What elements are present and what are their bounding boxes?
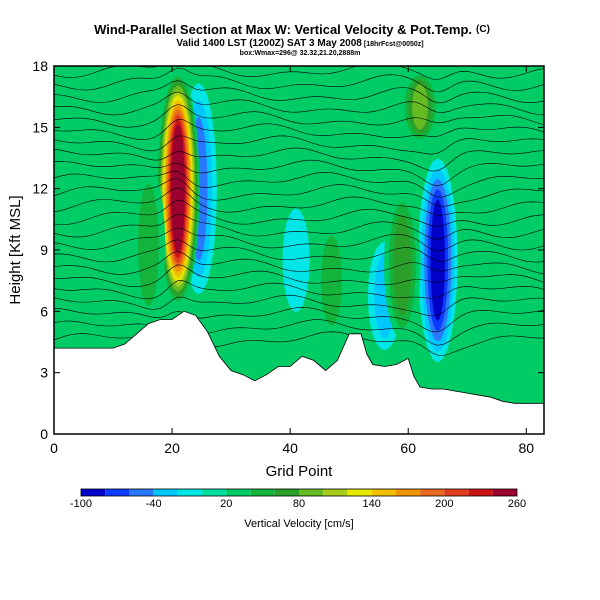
- y-tick-label: 6: [40, 303, 48, 319]
- theta-contour-line: [54, 91, 544, 116]
- title-block: Wind-Parallel Section at Max W: Vertical…: [94, 22, 490, 57]
- colorbar-swatch: [226, 489, 251, 496]
- theta-contour-line: [54, 104, 544, 128]
- theta-contour-line: [54, 306, 544, 333]
- y-tick-label: 12: [32, 181, 48, 197]
- colorbar-label: Vertical Velocity [cm/s]: [244, 518, 353, 530]
- theta-contour-line: [54, 227, 544, 252]
- x-axis-label: Grid Point: [266, 463, 334, 480]
- colorbar-swatch: [202, 489, 227, 496]
- theta-contour-line: [54, 80, 544, 104]
- x-tick-label: 20: [164, 440, 180, 456]
- colorbar-swatch: [177, 489, 203, 496]
- theta-contour-line: [54, 147, 544, 172]
- colorbar-swatch: [347, 489, 372, 496]
- y-tick-label: 18: [32, 58, 48, 74]
- downdraft-cell: [430, 199, 445, 322]
- colorbar-swatch: [468, 489, 493, 496]
- theta-contour-line: [54, 170, 544, 198]
- theta-contour-line: [54, 319, 544, 346]
- theta-contour-line: [54, 118, 544, 140]
- x-axis-ticks: 0 20 40 60 80: [50, 66, 534, 456]
- theta-contours: [54, 66, 544, 356]
- colorbar-swatch: [129, 489, 154, 496]
- colorbar-swatch: [274, 489, 299, 496]
- colorbar-tick-label: 140: [363, 498, 381, 510]
- y-tick-label: 3: [40, 365, 48, 381]
- updraft-cell: [138, 183, 159, 307]
- terrain-mask: [54, 310, 544, 434]
- updraft-cell: [93, 122, 121, 313]
- theta-contour-line: [54, 187, 544, 216]
- updraft-cell: [393, 214, 412, 317]
- updraft-cell: [172, 128, 184, 249]
- y-tick-label: 15: [32, 119, 48, 135]
- x-tick-label: 40: [282, 440, 298, 456]
- theta-contour-line: [54, 135, 544, 155]
- colorbar-swatch: [420, 489, 445, 496]
- theta-contour-line: [54, 239, 544, 263]
- x-tick-label: 60: [400, 440, 416, 456]
- copyright-mark: (C): [476, 24, 490, 35]
- colorbar-swatch: [492, 489, 517, 496]
- colorbar-tick-label: 80: [293, 498, 305, 510]
- plot-area: [54, 66, 544, 434]
- theta-contour-line: [54, 199, 544, 227]
- y-tick-label: 9: [40, 242, 48, 258]
- downdraft-cell: [282, 208, 310, 313]
- colorbar-swatch: [81, 489, 106, 496]
- valid-time: Valid 1400 LST (1200Z) SAT 3 May 2008 [18…: [176, 38, 423, 49]
- colorbar-tick-label: 200: [435, 498, 453, 510]
- theta-contour-line: [54, 250, 544, 275]
- theta-contour-line: [54, 213, 544, 240]
- y-axis-ticks: 0 3 6 9 12 15 18: [32, 58, 544, 442]
- colorbar-tick-label: 260: [508, 498, 526, 510]
- forecast-tag: [18hrFcst@0050z]: [364, 41, 424, 48]
- x-tick-label: 0: [50, 440, 58, 456]
- location-info: box:Wmax=296@ 32.32,21.20,2888m: [240, 50, 361, 57]
- y-tick-label: 0: [40, 426, 48, 442]
- theta-contour-line: [54, 264, 544, 288]
- y-axis-label: Height [Kft MSL]: [7, 195, 24, 304]
- updraft-cell: [412, 84, 428, 130]
- colorbar-swatch: [323, 489, 348, 496]
- colorbar-swatch: [299, 489, 324, 496]
- colorbar-tick-label: 20: [220, 498, 232, 510]
- colorbar-swatch: [105, 489, 130, 496]
- colorbar-swatch: [395, 489, 421, 496]
- colorbar-swatch: [250, 489, 275, 496]
- colorbar-tick-label: -40: [146, 498, 162, 510]
- theta-contour-line: [54, 67, 544, 93]
- colorbar-swatch: [153, 489, 178, 496]
- colorbar-swatch: [444, 489, 469, 496]
- theta-contour-line: [54, 178, 544, 207]
- colorbar-frame: [80, 488, 518, 497]
- x-tick-label: 80: [519, 440, 535, 456]
- theta-contour-line: [54, 159, 544, 187]
- theta-contour-line: [54, 66, 544, 80]
- colorbar-tick-label: -100: [70, 498, 92, 510]
- chart-title: Wind-Parallel Section at Max W: Vertical…: [94, 22, 490, 37]
- colorbar-swatch: [371, 489, 396, 496]
- theta-contour-line: [54, 294, 544, 317]
- updraft-cell: [321, 235, 342, 326]
- colorbar: -100 -40 20 80 140 200 260: [70, 488, 526, 510]
- theta-contour-line: [54, 280, 544, 300]
